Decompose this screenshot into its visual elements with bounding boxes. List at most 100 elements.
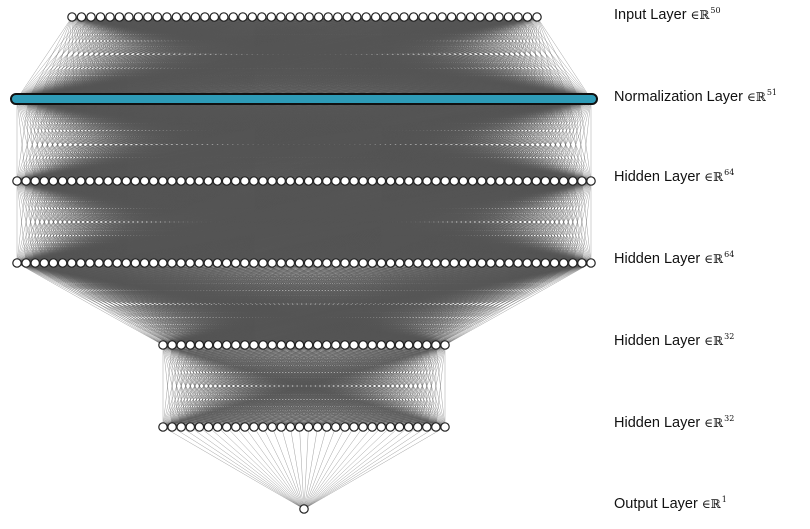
layer-0-nodes xyxy=(67,12,542,22)
neuron-node xyxy=(549,176,560,186)
neuron-node xyxy=(176,176,186,186)
neuron-node xyxy=(158,340,168,350)
neuron-node xyxy=(385,258,396,268)
neuron-node xyxy=(312,422,323,432)
neuron-node xyxy=(258,422,268,432)
neuron-node xyxy=(258,340,268,350)
neuron-node xyxy=(231,340,241,350)
neuron-node xyxy=(431,422,441,432)
neuron-node xyxy=(194,422,205,432)
neuron-node xyxy=(247,12,258,22)
neuron-node xyxy=(267,258,277,268)
neuron-node xyxy=(76,258,86,268)
neuron-node xyxy=(212,176,223,186)
neuron-node xyxy=(176,422,186,432)
neuron-node xyxy=(531,258,542,268)
neuron-node xyxy=(152,12,163,22)
neuron-node xyxy=(219,12,229,22)
neuron-node xyxy=(437,12,447,22)
layer-2-nodes xyxy=(12,176,596,186)
neuron-node xyxy=(12,258,22,268)
neuron-node xyxy=(421,340,432,350)
neuron-node xyxy=(267,422,277,432)
neuron-node xyxy=(121,176,132,186)
layer-label-hidden-1: Hidden Layer ∈ℝ64 xyxy=(614,168,735,185)
neuron-node xyxy=(230,258,241,268)
neuron-node xyxy=(48,258,59,268)
neuron-node xyxy=(475,12,485,22)
neuron-node xyxy=(212,422,223,432)
neuron-node xyxy=(112,258,122,268)
neuron-node xyxy=(176,258,186,268)
neuron-node xyxy=(194,258,204,268)
neuron-node xyxy=(162,12,172,22)
neuron-node xyxy=(221,340,232,350)
neuron-node xyxy=(495,258,505,268)
neuron-node xyxy=(203,340,214,350)
neuron-node xyxy=(522,176,532,186)
neuron-node xyxy=(431,258,441,268)
neuron-node xyxy=(412,422,423,432)
neuron-node xyxy=(103,258,113,268)
neuron-node xyxy=(133,12,144,22)
neuron-node xyxy=(380,12,390,22)
neuron-node xyxy=(194,340,205,350)
neuron-node xyxy=(567,176,578,186)
neuron-node xyxy=(342,12,352,22)
neuron-node xyxy=(358,258,368,268)
neuron-node xyxy=(85,258,95,268)
neuron-node xyxy=(203,176,214,186)
neuron-node xyxy=(385,422,396,432)
neuron-node xyxy=(440,258,450,268)
neuron-node xyxy=(112,176,122,186)
neuron-node xyxy=(394,422,405,432)
neuron-node xyxy=(294,12,305,22)
neuron-node xyxy=(285,258,296,268)
neuron-node xyxy=(567,258,578,268)
neuron-node xyxy=(476,258,487,268)
neuron-node xyxy=(158,176,168,186)
neuron-node xyxy=(540,258,551,268)
neuron-node xyxy=(267,176,277,186)
neuron-node xyxy=(48,176,59,186)
neuron-node xyxy=(458,258,469,268)
neuron-node xyxy=(467,176,478,186)
neuron-node xyxy=(30,258,40,268)
neuron-node xyxy=(376,422,387,432)
neuron-node xyxy=(203,422,214,432)
neuron-node xyxy=(422,176,432,186)
neuron-node xyxy=(522,12,533,22)
neuron-node xyxy=(285,422,296,432)
neuron-node xyxy=(376,340,387,350)
neuron-node xyxy=(221,258,232,268)
neuron-node xyxy=(139,176,150,186)
neuron-node xyxy=(367,422,377,432)
neuron-node xyxy=(446,12,457,22)
neuron-node xyxy=(228,12,239,22)
neuron-node xyxy=(330,422,341,432)
neuron-node xyxy=(399,12,409,22)
neuron-node xyxy=(330,340,341,350)
layer-label-output: Output Layer ∈ℝ1 xyxy=(614,495,727,512)
neuron-node xyxy=(513,12,523,22)
neuron-node xyxy=(513,176,523,186)
neuron-node xyxy=(266,12,277,22)
neuron-node xyxy=(212,258,223,268)
neuron-node xyxy=(485,258,496,268)
neuron-node xyxy=(351,12,362,22)
neuron-node xyxy=(394,340,405,350)
neuron-node xyxy=(418,12,428,22)
neuron-node xyxy=(586,258,596,268)
connection-edges xyxy=(16,16,592,510)
neuron-node xyxy=(449,258,460,268)
neuron-node xyxy=(577,258,587,268)
neuron-node xyxy=(456,12,466,22)
neuron-node xyxy=(412,340,423,350)
neuron-node xyxy=(340,176,350,186)
neuron-node xyxy=(313,12,324,22)
neuron-node xyxy=(370,12,381,22)
edges-layer-0-to-1 xyxy=(16,16,592,100)
neuron-node xyxy=(167,176,177,186)
neuron-node xyxy=(440,176,450,186)
